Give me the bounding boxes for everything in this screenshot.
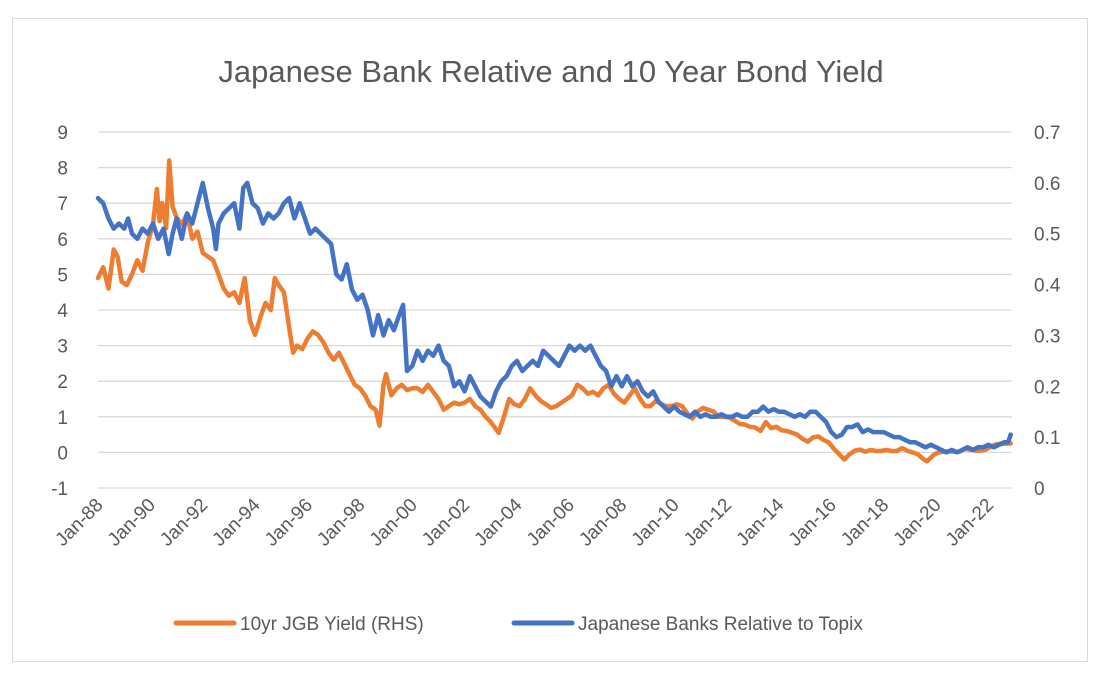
y-left-tick-label: 0 xyxy=(57,443,68,464)
x-tick-label: Jan-16 xyxy=(785,495,841,551)
y-right-tick-label: 0.4 xyxy=(1034,276,1061,297)
x-tick-label: Jan-00 xyxy=(366,495,422,551)
x-tick-label: Jan-08 xyxy=(575,495,631,551)
y-left-tick-label: 4 xyxy=(57,301,68,322)
y-left-tick-label: 8 xyxy=(57,159,68,180)
chart-title: Japanese Bank Relative and 10 Year Bond … xyxy=(218,54,883,89)
x-tick-label: Jan-96 xyxy=(261,495,317,551)
y-left-tick-label: 7 xyxy=(57,194,68,215)
x-tick-label: Jan-20 xyxy=(890,495,946,551)
chart-frame xyxy=(12,18,1088,662)
right-y-axis: 0 0.1 0.2 0.3 0.4 0.5 0.6 0.7 xyxy=(1034,123,1061,500)
x-tick-label: Jan-98 xyxy=(313,495,369,551)
x-axis: Jan-88Jan-90Jan-92Jan-94Jan-96Jan-98Jan-… xyxy=(52,494,998,550)
y-left-tick-label: 3 xyxy=(57,337,68,358)
x-tick-label: Jan-90 xyxy=(104,495,160,551)
y-left-tick-label: 9 xyxy=(57,123,68,144)
y-right-tick-label: 0.2 xyxy=(1034,377,1060,398)
x-tick-label: Jan-10 xyxy=(628,495,684,551)
y-left-tick-label: 5 xyxy=(57,265,68,286)
y-right-tick-label: 0.7 xyxy=(1034,123,1060,144)
y-right-tick-label: 0.5 xyxy=(1034,225,1060,246)
x-tick-label: Jan-92 xyxy=(156,495,212,551)
series-line-1 xyxy=(95,158,1013,464)
legend-label: Japanese Banks Relative to Topix xyxy=(578,614,863,635)
y-right-tick-label: 0.1 xyxy=(1034,428,1060,449)
y-right-tick-label: 0 xyxy=(1034,479,1045,500)
x-tick-label: Jan-12 xyxy=(680,495,736,551)
x-tick-label: Jan-94 xyxy=(209,494,265,550)
left-y-axis: -1 0 1 2 3 4 5 6 7 8 9 xyxy=(51,123,68,500)
y-left-tick-label: 2 xyxy=(57,372,68,393)
gridlines xyxy=(98,131,1012,489)
series-lines xyxy=(95,158,1013,464)
legend-label: 10yr JGB Yield (RHS) xyxy=(240,614,424,635)
x-tick-label: Jan-14 xyxy=(733,494,789,550)
y-left-tick-label: 1 xyxy=(57,408,68,429)
legend: 10yr JGB Yield (RHS) Japanese Banks Relat… xyxy=(173,614,863,635)
x-tick-label: Jan-22 xyxy=(942,495,998,551)
y-left-tick-label: 6 xyxy=(57,230,68,251)
x-tick-label: Jan-04 xyxy=(471,494,527,550)
y-right-tick-label: 0.3 xyxy=(1034,326,1060,347)
x-tick-label: Jan-02 xyxy=(418,495,474,551)
x-tick-label: Jan-88 xyxy=(52,495,108,551)
y-right-tick-label: 0.6 xyxy=(1034,174,1060,195)
x-tick-label: Jan-18 xyxy=(837,495,893,551)
series-line-2 xyxy=(95,180,1013,455)
y-left-tick-label: -1 xyxy=(51,479,68,500)
x-tick-label: Jan-06 xyxy=(523,495,579,551)
